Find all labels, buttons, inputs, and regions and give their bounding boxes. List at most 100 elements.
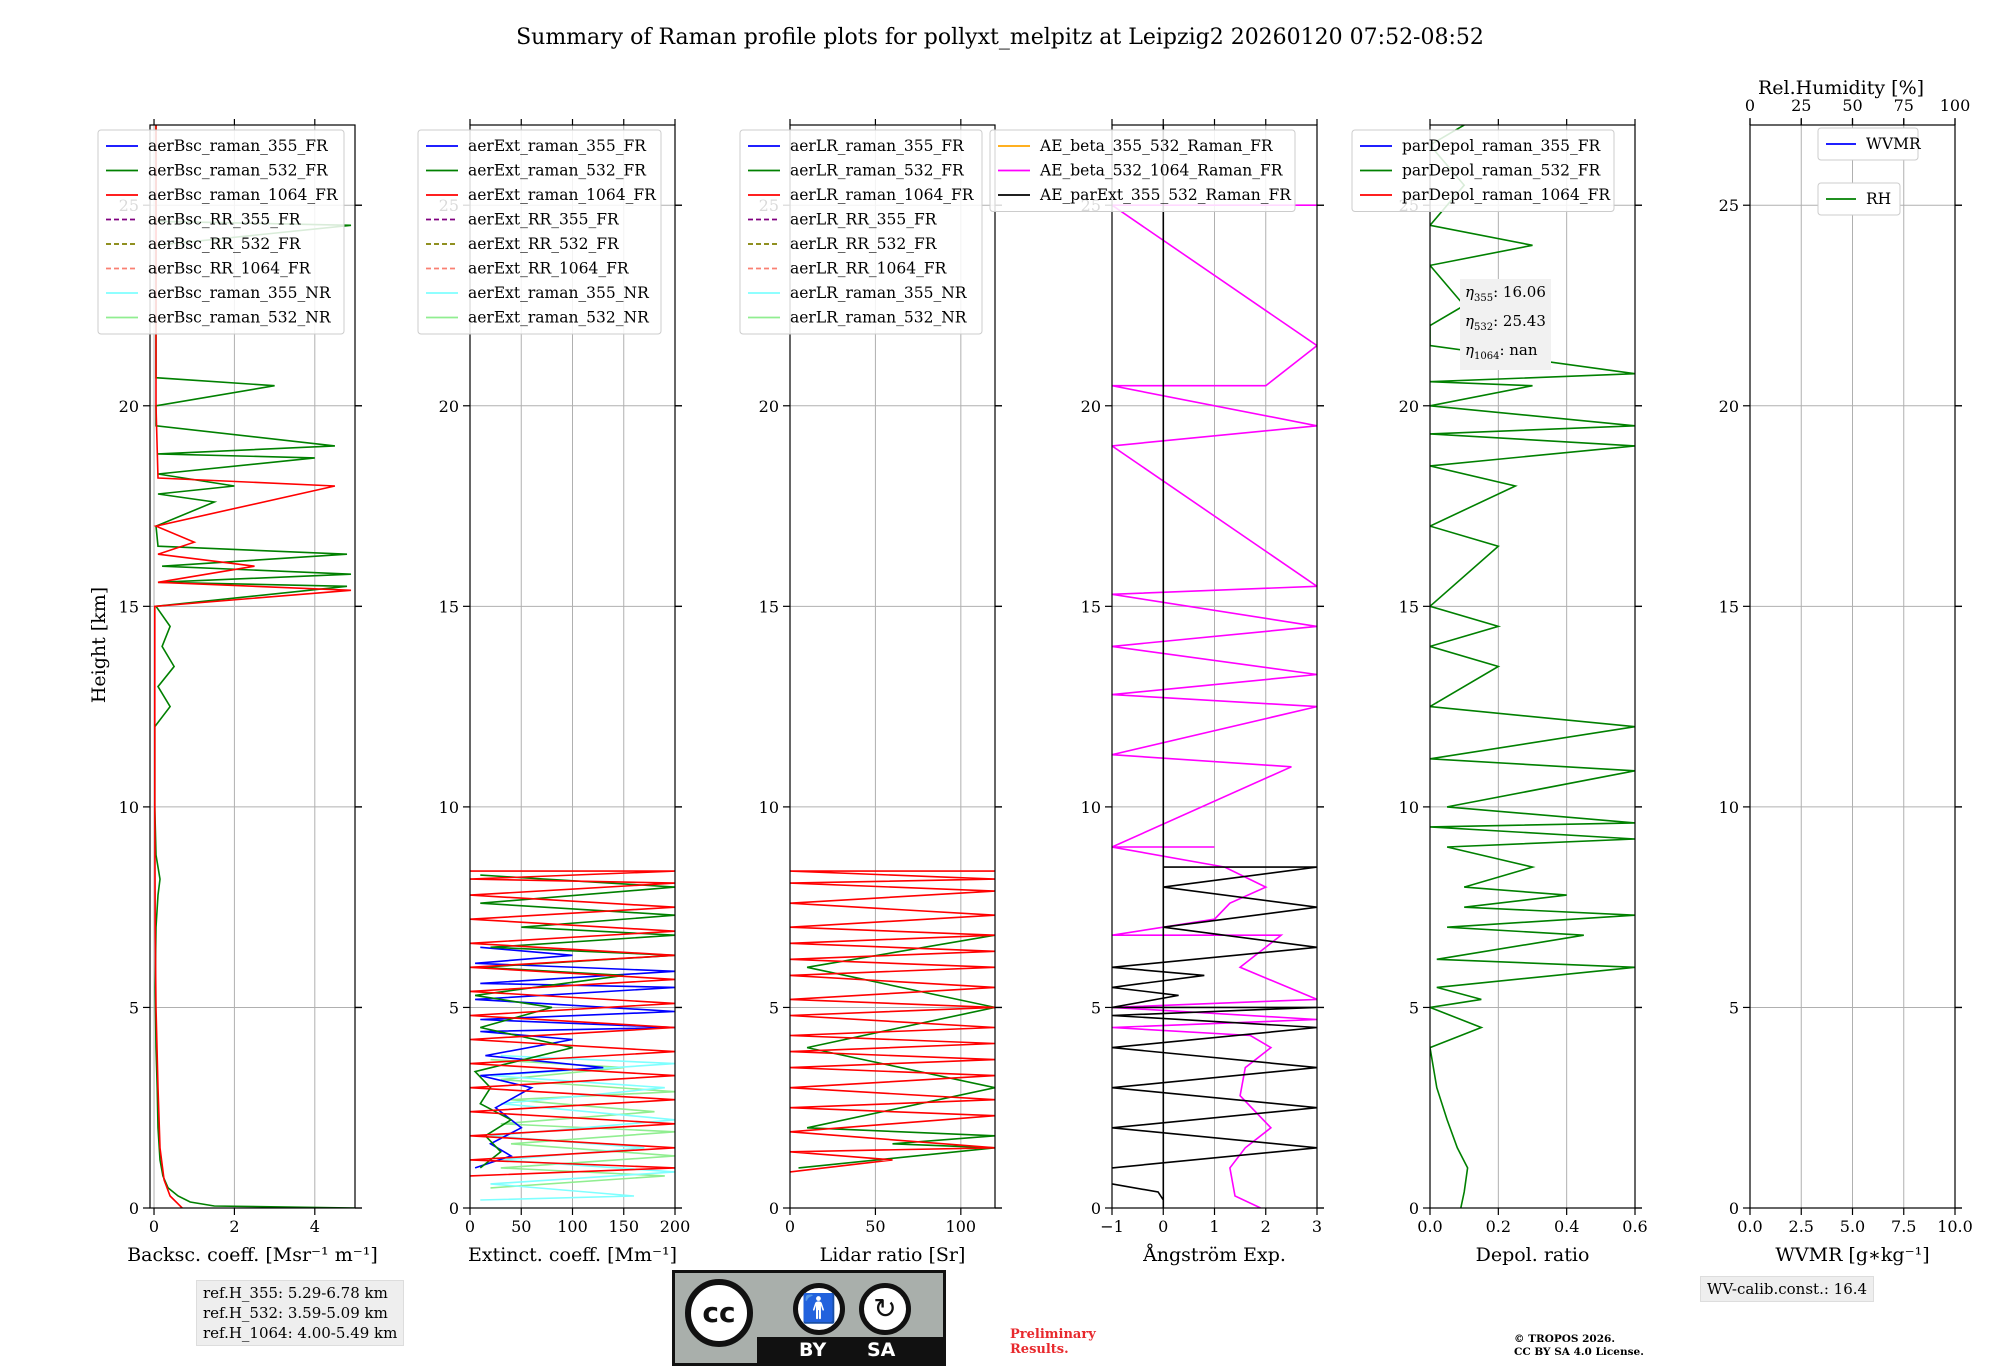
x-tick-label: 0 [465,1217,475,1236]
y-axis-label: Height [km] [88,587,110,703]
rh-tick-label: 0 [1745,96,1755,115]
legend-label: aerLR_raman_1064_FR [790,186,975,204]
y-tick-label: 10 [1399,798,1419,817]
y-tick-label: 15 [759,597,779,616]
legend-label: aerLR_raman_355_NR [790,284,968,302]
x-tick-label: 5.0 [1840,1217,1865,1236]
legend-label: aerExt_RR_1064_FR [468,260,630,278]
eta-355: η355: 16.06 [1465,283,1546,304]
x-tick-label: 50 [511,1217,531,1236]
y-tick-label: 10 [759,798,779,817]
series-aerLR_raman_532_FR [798,934,995,1169]
y-tick-label: 5 [129,998,139,1017]
y-tick-label: 5 [1729,998,1739,1017]
y-tick-label: 20 [1719,397,1739,416]
panel-2: 0501001502000510152025Extinct. coeff. [M… [417,119,691,1266]
x-tick-label: 150 [608,1217,639,1236]
cc-license-bar: BY SA [757,1337,943,1363]
legend-label: aerLR_raman_532_NR [790,309,968,327]
panel-3: 0501000510152025Lidar ratio [Sr]aerLR_ra… [739,119,1002,1266]
preliminary-results-note: Preliminary Results. [1010,1327,1096,1357]
ref-height-355: ref.H_355: 5.29-6.78 km [203,1284,388,1302]
y-tick-label: 5 [1091,998,1101,1017]
legend-box [739,129,983,335]
y-tick-label: 15 [119,597,139,616]
series-parDepol_raman_532_FR [1430,125,1635,1208]
rh-tick-label: 100 [1940,96,1971,115]
legend-label: parDepol_raman_532_FR [1402,162,1602,180]
series-aerLR_raman_1064_FR [790,870,995,1173]
legend-label: aerExt_raman_532_FR [468,162,647,180]
y-tick-label: 20 [1399,397,1419,416]
panel-6: 0.0 2.5 5.0 7.5 10.0 0 5 10 15 20 25 WVMR [g∗kg⁻¹] W… [1719,96,1973,1266]
x-tick-label: 7.5 [1891,1217,1916,1236]
y-tick-label: 15 [1399,597,1419,616]
x-tick-label: 0 [785,1217,795,1236]
rh-axis-label: Rel.Humidity [%] [1758,77,1924,99]
y-tick-label: 0 [1409,1199,1419,1218]
x-tick-label: 0.6 [1622,1217,1647,1236]
x-tick-label: 2 [229,1217,239,1236]
cc-by-label: BY [799,1339,827,1361]
panel-5: 0.00.20.40.60510152025Depol. ratioparDep… [1351,119,1648,1266]
x-axis-label: Ångström Exp. [1142,1244,1286,1266]
wv-calib-const: WV-calib.const.: 16.4 [1707,1280,1868,1298]
x-axis-label: Extinct. coeff. [Mm⁻¹] [468,1244,677,1266]
legend-label: WVMR [1866,135,1922,153]
legend-label: aerExt_raman_1064_FR [468,186,657,204]
y-tick-label: 0 [1729,1199,1739,1218]
series-AE_parExt_355_532_Raman_FR [1112,125,1165,1208]
y-tick-label: 10 [1081,798,1101,817]
y-tick-label: 10 [439,798,459,817]
x-tick-label: 200 [660,1217,691,1236]
legend-label: aerBsc_RR_1064_FR [148,260,312,278]
y-tick-label: 5 [449,998,459,1017]
x-axis-label: WVMR [g∗kg⁻¹] [1775,1244,1929,1266]
legend-label: aerBsc_raman_355_FR [148,137,329,155]
rh-tick-label: 75 [1894,96,1914,115]
x-tick-label: 0.0 [1737,1217,1762,1236]
rh-tick-label: 25 [1791,96,1811,115]
legend-label: aerLR_RR_355_FR [790,211,938,229]
x-tick-label: 100 [557,1217,588,1236]
panel-1: 0240510152025Backsc. coeff. [Msr⁻¹ m⁻¹]a… [97,119,378,1266]
legend-label: aerLR_RR_532_FR [790,235,938,253]
x-tick-label: 10.0 [1937,1217,1973,1236]
x-axis-label: Lidar ratio [Sr] [820,1244,966,1266]
series-AE_parExt_355_532_Raman_FR_segment [1112,866,1317,1169]
y-tick-label: 5 [769,998,779,1017]
x-tick-label: −1 [1100,1217,1124,1236]
x-axis-label: Backsc. coeff. [Msr⁻¹ m⁻¹] [127,1244,378,1266]
x-tick-label: 1 [1209,1217,1219,1236]
legend-label: parDepol_raman_1064_FR [1402,186,1611,204]
x-tick-label: 4 [310,1217,320,1236]
y-tick-label: 0 [449,1199,459,1218]
plot-frame [149,124,356,1209]
legend-label: AE_beta_355_532_Raman_FR [1039,137,1274,155]
legend-box [97,129,345,335]
legend-label: aerBsc_RR_532_FR [148,235,302,253]
cc-license-badge: cc 🚹 ↻ BY SA [672,1270,946,1366]
rh-tick-label: 50 [1842,96,1862,115]
y-tick-label: 20 [439,397,459,416]
y-tick-label: 10 [119,798,139,817]
legend-label: aerLR_raman_355_FR [790,137,965,155]
plot-frame [1429,124,1636,1209]
figure-title: Summary of Raman profile plots for polly… [516,25,1484,50]
legend-label: aerBsc_raman_532_NR [148,309,332,327]
legend-label: RH [1866,190,1891,208]
eta-box: η355: 16.06 η532: 25.43 η1064: nan [1460,279,1551,370]
cc-logo-icon: cc [685,1279,753,1347]
legend-label: aerLR_RR_1064_FR [790,260,948,278]
eta-532: η532: 25.43 [1465,312,1546,333]
legend-box [1817,127,1919,161]
y-tick-label: 0 [769,1199,779,1218]
y-tick-label: 20 [119,397,139,416]
legend-label: aerBsc_raman_1064_FR [148,186,339,204]
y-tick-label: 20 [759,397,779,416]
panel-4: −101230510152025Ångström Exp.AE_beta_355… [989,119,1324,1266]
y-tick-label: 25 [1719,196,1739,215]
y-tick-label: 15 [439,597,459,616]
copyright-note: © TROPOS 2026. CC BY SA 4.0 License. [1514,1333,1644,1358]
